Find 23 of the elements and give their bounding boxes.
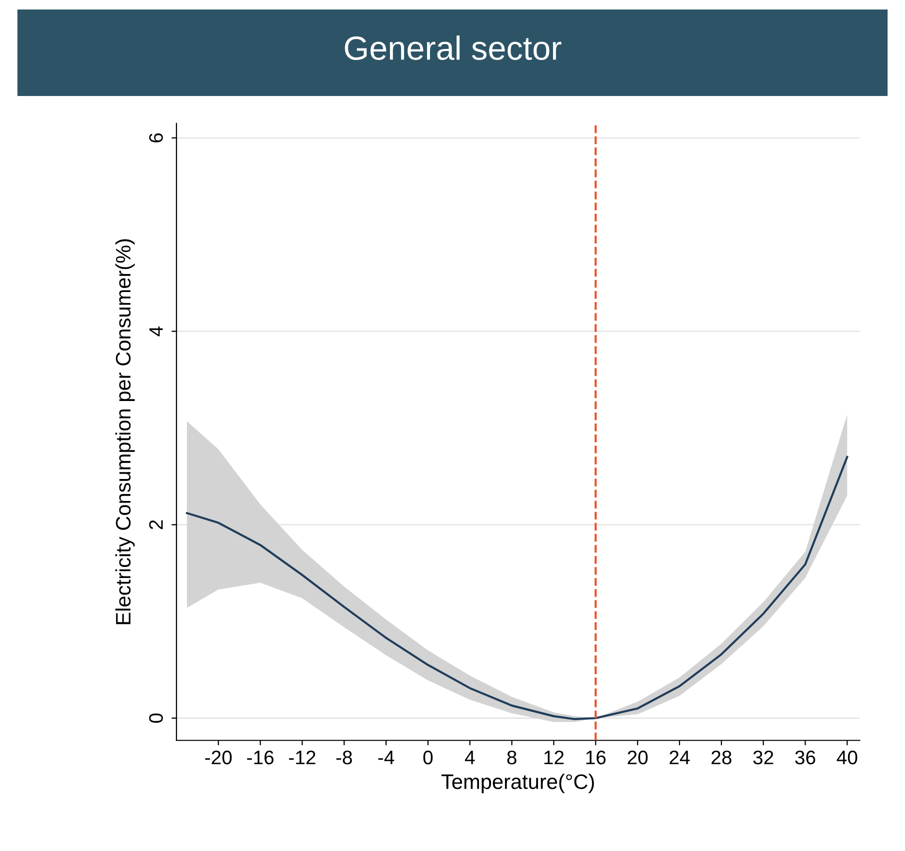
x-tick-label: 24: [670, 750, 690, 764]
x-tick-label: 12: [544, 750, 564, 764]
x-tick-label: -8: [336, 750, 352, 764]
x-tick-label: -16: [247, 750, 274, 764]
x-axis-title: Temperature(°C): [441, 774, 594, 794]
chart-title: General sector: [344, 36, 562, 60]
x-tick-label: 0: [423, 750, 433, 764]
x-tick-label: 36: [795, 750, 816, 764]
x-tick-label: 8: [507, 750, 516, 764]
y-tick-label: 2: [149, 520, 163, 530]
y-axis-title: Electricity Consumption per Consumer(%): [115, 239, 135, 624]
y-tick-label: 0: [149, 713, 163, 723]
y-tick-label: 6: [149, 133, 163, 142]
x-tick-label: -4: [378, 750, 394, 764]
x-tick-label: 20: [628, 750, 648, 764]
x-tick-label: 16: [586, 750, 606, 764]
x-tick-label: -12: [289, 750, 316, 764]
x-tick-label: 40: [836, 750, 858, 764]
y-tick-label: 4: [149, 326, 163, 336]
x-tick-label: 32: [753, 750, 774, 764]
x-tick-label: -20: [205, 750, 232, 764]
x-tick-label: 4: [464, 750, 475, 764]
x-tick-label: 28: [712, 750, 732, 764]
